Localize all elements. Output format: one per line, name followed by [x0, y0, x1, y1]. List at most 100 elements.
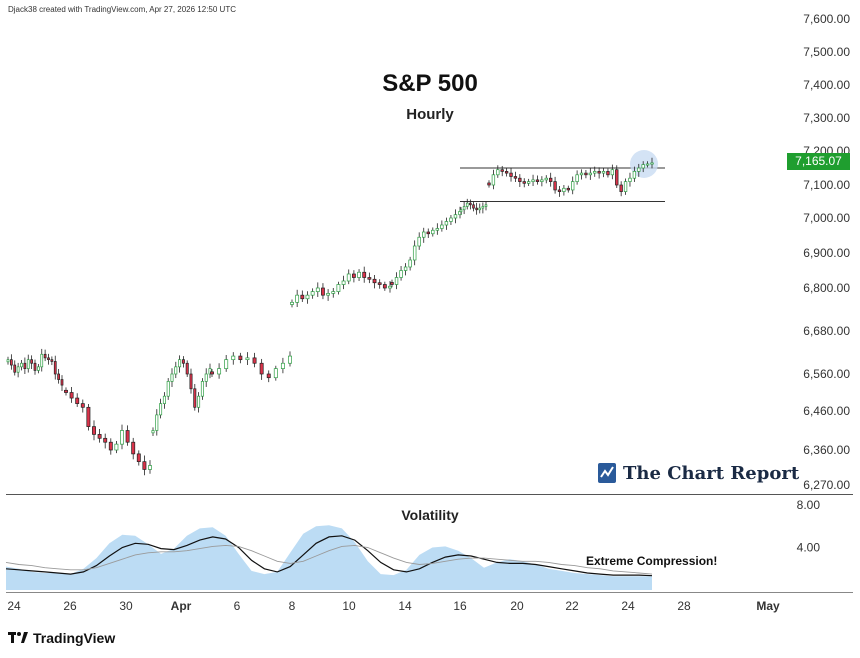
time-tick-label: 16 [453, 599, 467, 613]
candle [114, 441, 119, 454]
candle [259, 358, 264, 380]
candle [388, 281, 392, 293]
candle [166, 378, 170, 400]
candle [403, 263, 408, 276]
candle [557, 185, 562, 197]
candle [575, 170, 579, 185]
brand-name: The Chart Report [623, 462, 800, 484]
candle [224, 355, 229, 372]
candle [645, 161, 650, 168]
header-note: Djack38 created with TradingView.com, Ap… [8, 5, 236, 14]
candle [231, 352, 236, 365]
fast-average-line [5, 535, 653, 577]
last-price-tag: 7,165.07 [787, 153, 850, 170]
candle [33, 359, 37, 375]
candle [367, 272, 372, 284]
candle [252, 352, 257, 368]
breakout-highlight [630, 150, 658, 178]
candle [69, 386, 74, 403]
candle [288, 351, 292, 367]
candle [131, 437, 136, 460]
candle [632, 166, 637, 182]
candle [357, 269, 361, 281]
candle [136, 450, 141, 466]
candle [526, 178, 531, 186]
volatility-tick-label: 8.00 [797, 498, 821, 512]
candle [23, 357, 27, 374]
price-tick-label: 7,000.00 [803, 211, 850, 225]
candle [449, 215, 453, 225]
candle [531, 174, 535, 186]
tradingview-logo[interactable]: TradingView [8, 630, 115, 646]
candle [321, 283, 325, 300]
grid-lines [6, 494, 853, 593]
volatility-tick-label: 4.00 [797, 541, 821, 555]
candle [189, 368, 193, 394]
candle [92, 420, 96, 441]
candle [208, 363, 212, 379]
candle [382, 281, 387, 291]
candle [601, 168, 606, 178]
candle [20, 360, 23, 371]
candle [484, 201, 488, 211]
candle [273, 365, 278, 381]
candle [97, 428, 102, 443]
candle [336, 281, 341, 295]
candle [440, 220, 444, 232]
price-tick-label: 6,900.00 [803, 246, 850, 260]
candle [341, 275, 346, 290]
candle [496, 165, 500, 178]
brand-watermark: The Chart Report [597, 462, 799, 484]
candle [351, 270, 356, 283]
candle [487, 180, 491, 188]
candle [399, 265, 403, 281]
candle [562, 185, 566, 196]
candle [159, 398, 163, 419]
candle [431, 227, 435, 237]
candle [566, 185, 570, 193]
candle [331, 288, 336, 298]
candle [326, 289, 331, 301]
range-box [460, 150, 665, 202]
candle [637, 163, 641, 177]
candle [597, 167, 601, 179]
candle [535, 175, 540, 185]
candle [245, 352, 250, 366]
candle [217, 363, 222, 379]
candle [200, 378, 204, 400]
candle [372, 275, 377, 289]
candle [478, 203, 482, 214]
price-tick-label: 6,270.00 [803, 478, 850, 492]
candle [500, 165, 504, 177]
candle [315, 282, 320, 297]
candle [481, 202, 485, 214]
price-tick-label: 7,500.00 [803, 45, 850, 59]
candle [426, 228, 430, 238]
candle [362, 266, 367, 283]
time-tick-label: 26 [63, 599, 77, 613]
candle [628, 172, 632, 187]
chart-subtitle: Hourly [406, 106, 454, 123]
time-tick-label: 24 [7, 599, 21, 613]
candle [346, 269, 351, 285]
candle [513, 171, 518, 182]
time-tick-label: 30 [119, 599, 133, 613]
candle [174, 361, 178, 379]
candle [43, 349, 47, 362]
candle [390, 279, 394, 288]
candle [472, 201, 475, 212]
candle [509, 167, 513, 182]
price-tick-label: 6,460.00 [803, 404, 850, 418]
candle [238, 352, 243, 364]
candle [553, 176, 557, 194]
volatility-title: Volatility [401, 507, 459, 523]
candle [16, 362, 20, 378]
candles [6, 157, 654, 476]
candle [469, 199, 472, 210]
candle [610, 164, 615, 180]
candle [181, 356, 185, 368]
candle [30, 355, 33, 369]
candle [204, 368, 208, 387]
candle [462, 201, 466, 215]
